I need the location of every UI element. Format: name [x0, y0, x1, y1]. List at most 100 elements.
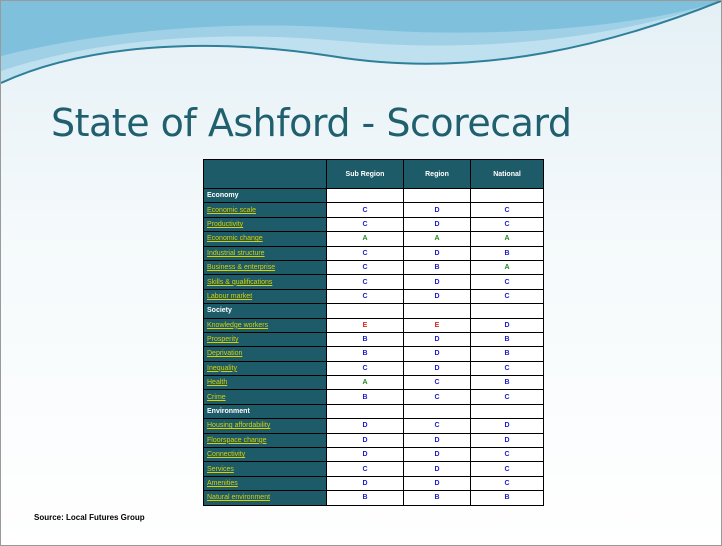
grade-cell: B	[326, 331, 404, 348]
section-name: Environment	[203, 403, 327, 420]
blank-cell	[403, 403, 471, 420]
score-row: Labour market C D C	[203, 288, 544, 305]
grade-cell: E	[403, 317, 471, 333]
grade-cell: C	[470, 288, 544, 305]
grade-cell: C	[470, 274, 544, 290]
row-label: Prosperity	[203, 331, 327, 348]
grade-cell: C	[470, 461, 544, 477]
row-label: Floorspace change	[203, 432, 327, 449]
grade-cell: B	[470, 331, 544, 348]
row-label: Business & enterprise	[203, 259, 327, 276]
grade-cell: C	[326, 274, 404, 290]
grade-cell: D	[403, 461, 471, 477]
grade-cell: D	[403, 360, 471, 377]
grade-cell: E	[326, 317, 404, 333]
grade-cell: C	[470, 202, 544, 218]
row-label: Economic scale	[203, 202, 327, 218]
score-row: Inequality C D C	[203, 360, 544, 377]
section-name: Economy	[203, 187, 327, 204]
slide-title: State of Ashford - Scorecard	[51, 101, 572, 145]
grade-cell: D	[403, 202, 471, 218]
grade-cell: C	[403, 375, 471, 391]
grade-cell: C	[326, 360, 404, 377]
score-row: Skills & qualifications C D C	[203, 274, 544, 290]
row-label: Industrial structure	[203, 245, 327, 261]
grade-cell: B	[326, 389, 404, 405]
blank-cell	[403, 187, 471, 204]
score-row: Deprivation B D B	[203, 346, 544, 362]
grade-cell: D	[326, 475, 404, 492]
row-label: Knowledge workers	[203, 317, 327, 333]
section-row: Economy	[203, 187, 544, 204]
row-label: Connectivity	[203, 447, 327, 463]
grade-cell: D	[326, 418, 404, 434]
grade-cell: D	[326, 432, 404, 449]
grade-cell: B	[470, 346, 544, 362]
grade-cell: C	[470, 216, 544, 233]
header-wave	[1, 1, 721, 84]
blank-cell	[470, 403, 544, 420]
grade-cell: D	[403, 475, 471, 492]
grade-cell: D	[470, 418, 544, 434]
scorecard-table: Sub Region Region National Economy Economic …	[203, 159, 544, 506]
grade-cell: D	[403, 331, 471, 348]
blank-cell	[470, 303, 544, 319]
blank-cell	[326, 403, 404, 420]
score-row: Amenities D D C	[203, 475, 544, 492]
score-row: Industrial structure C D B	[203, 245, 544, 261]
score-row: Productivity C D C	[203, 216, 544, 233]
blank-cell	[326, 303, 404, 319]
grade-cell: A	[470, 259, 544, 276]
score-row: Floorspace change D D D	[203, 432, 544, 449]
grade-cell: C	[403, 389, 471, 405]
grade-cell: C	[470, 475, 544, 492]
score-row: Connectivity D D C	[203, 447, 544, 463]
column-header: Sub Region	[326, 159, 404, 189]
grade-cell: C	[326, 245, 404, 261]
score-row: Economic scale C D C	[203, 202, 544, 218]
grade-cell: A	[326, 375, 404, 391]
row-label: Crime	[203, 389, 327, 405]
row-label: Economic change	[203, 231, 327, 247]
score-row: Natural environment B B B	[203, 490, 544, 506]
row-label: Amenities	[203, 475, 327, 492]
grade-cell: C	[403, 418, 471, 434]
score-row: Housing affordability D C D	[203, 418, 544, 434]
grade-cell: A	[326, 231, 404, 247]
grade-cell: D	[403, 432, 471, 449]
grade-cell: D	[470, 432, 544, 449]
score-row: Business & enterprise C B A	[203, 259, 544, 276]
source-note: Source: Local Futures Group	[34, 513, 145, 522]
grade-cell: C	[326, 288, 404, 305]
grade-cell: C	[326, 461, 404, 477]
score-row: Economic change A A A	[203, 231, 544, 247]
grade-cell: B	[403, 259, 471, 276]
section-row: Society	[203, 303, 544, 319]
grade-cell: D	[403, 447, 471, 463]
grade-cell: D	[403, 245, 471, 261]
row-label: Productivity	[203, 216, 327, 233]
grade-cell: B	[326, 346, 404, 362]
grade-cell: D	[326, 447, 404, 463]
grade-cell: B	[470, 245, 544, 261]
row-label: Labour market	[203, 288, 327, 305]
grade-cell: C	[470, 360, 544, 377]
row-label: Skills & qualifications	[203, 274, 327, 290]
grade-cell: B	[470, 375, 544, 391]
column-header: Region	[403, 159, 471, 189]
score-row: Health A C B	[203, 375, 544, 391]
score-row: Services C D C	[203, 461, 544, 477]
grade-cell: D	[403, 288, 471, 305]
grade-cell: A	[403, 231, 471, 247]
grade-cell: D	[403, 216, 471, 233]
blank-cell	[326, 187, 404, 204]
row-label: Housing affordability	[203, 418, 327, 434]
grade-cell: C	[326, 259, 404, 276]
grade-cell: D	[470, 317, 544, 333]
grade-cell: B	[326, 490, 404, 506]
grade-cell: C	[326, 216, 404, 233]
grade-cell: B	[470, 490, 544, 506]
grade-cell: C	[326, 202, 404, 218]
grade-cell: C	[470, 447, 544, 463]
